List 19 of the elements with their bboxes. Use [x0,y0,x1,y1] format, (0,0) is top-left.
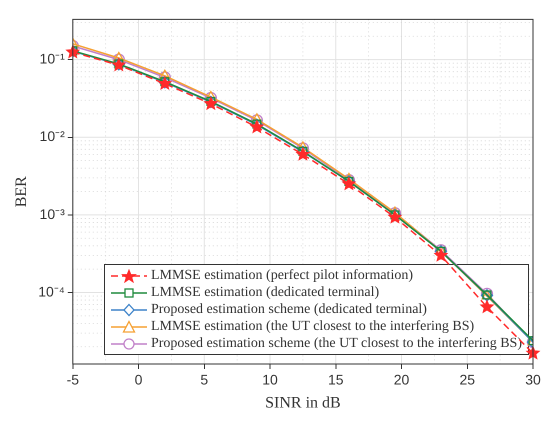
x-tick-label: 0 [134,371,143,388]
x-tick-label: 5 [200,371,208,388]
y-tick-label: 10⁻³ [40,206,66,222]
legend-label: LMMSE estimation (the UT closest to the interfering BS) [150,318,474,335]
x-tick-label: 30 [525,371,541,388]
y-tick-label: 10⁻⁴ [38,283,65,300]
legend-label: Proposed estimation scheme (the UT closest to the interfering BS) [150,335,522,352]
x-tick-label: 20 [394,371,410,388]
y-tick-label: 10⁻¹ [40,50,66,67]
y-axis-title: BER [12,176,30,208]
legend-label: Proposed estimation scheme (dedicated terminal) [150,301,427,318]
x-tick-label: 15 [328,371,344,388]
x-tick-label: -5 [66,371,80,388]
x-axis-title: SINR in dB [265,394,341,412]
x-tick-label: 10 [262,371,278,388]
legend-label: LMMSE estimation (dedicated terminal) [150,284,380,301]
y-tick-label: 10⁻² [40,128,66,144]
x-tick-label: 25 [459,371,476,388]
legend-label: LMMSE estimation (perfect pilot information) [150,267,413,284]
